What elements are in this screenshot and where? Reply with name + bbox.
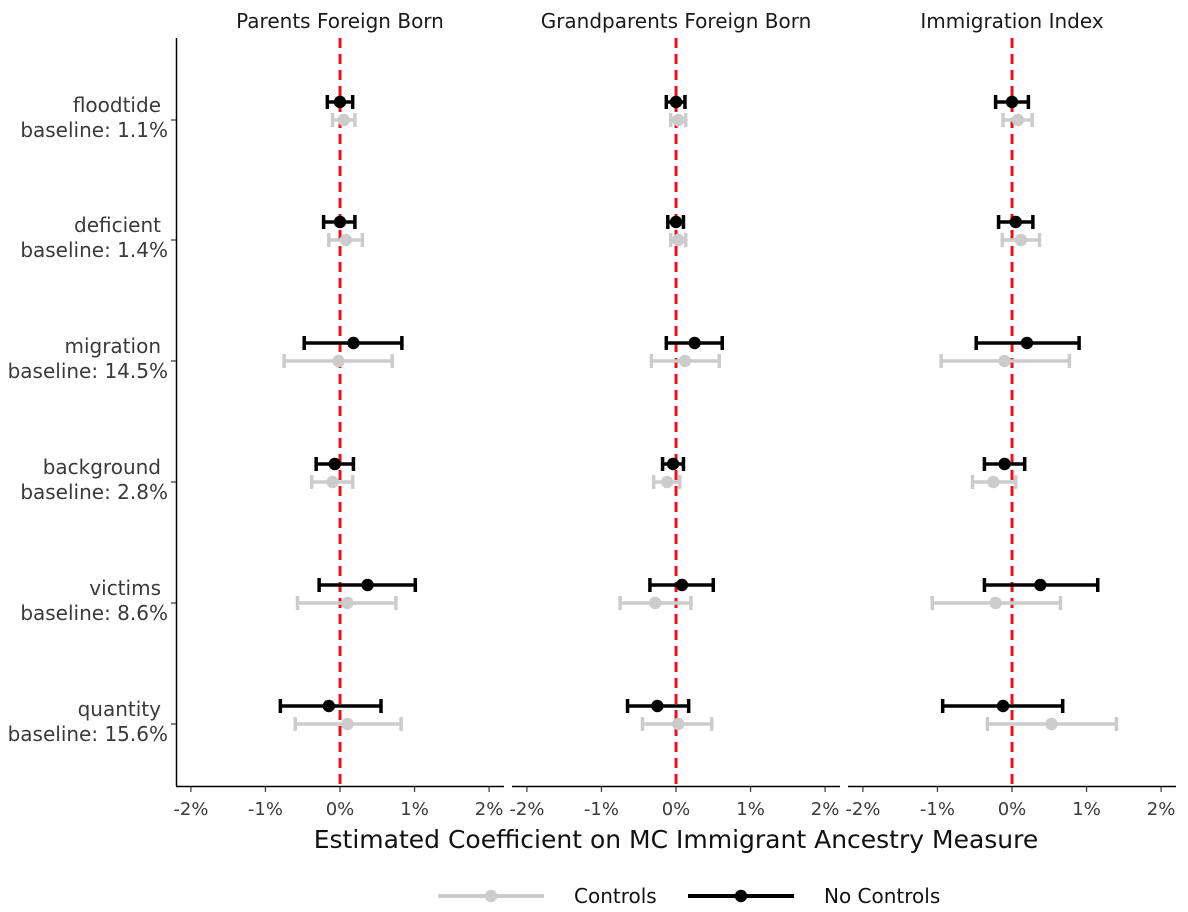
- facet-title: Parents Foreign Born: [236, 9, 444, 33]
- controls-point: [1011, 113, 1025, 127]
- reference-lines: [338, 38, 1014, 786]
- controls-point: [660, 475, 674, 489]
- controls-point: [672, 717, 685, 731]
- row-word-label: floodtide: [73, 93, 161, 117]
- no-controls-point: [651, 699, 664, 713]
- no-controls-point: [669, 215, 683, 229]
- controls-point: [339, 233, 353, 247]
- x-tick-label: 2%: [475, 799, 504, 820]
- row-word-label: quantity: [78, 697, 162, 721]
- x-tick-label: -2%: [509, 799, 544, 820]
- controls-point: [326, 475, 339, 489]
- no-controls-point: [1034, 578, 1047, 592]
- row-word-label: victims: [89, 576, 161, 600]
- row-baseline-label: baseline: 8.6%: [20, 601, 168, 625]
- no-controls-point: [688, 336, 701, 350]
- legend: Controls No Controls: [438, 884, 940, 908]
- controls-point: [672, 113, 685, 127]
- row-baseline-label: baseline: 1.4%: [20, 238, 168, 262]
- controls-point: [341, 717, 354, 731]
- no-controls-point: [669, 95, 683, 109]
- controls-point: [998, 354, 1011, 368]
- x-tick-label: 1%: [736, 799, 765, 820]
- controls-point: [648, 596, 662, 610]
- no-controls-point: [1005, 95, 1019, 109]
- x-tick-label: 0%: [662, 799, 691, 820]
- row-word-label: migration: [64, 334, 161, 358]
- no-controls-point: [361, 578, 374, 592]
- facet-title: Grandparents Foreign Born: [541, 9, 812, 33]
- x-tick-label: 2%: [811, 799, 840, 820]
- legend-no-controls-label: No Controls: [824, 884, 940, 908]
- no-controls-point: [328, 457, 341, 471]
- x-tick-label: 0%: [998, 799, 1027, 820]
- controls-point: [672, 233, 685, 247]
- controls-point: [1014, 233, 1028, 247]
- x-tick-label: 1%: [400, 799, 429, 820]
- facet-title: Immigration Index: [920, 9, 1103, 33]
- no-controls-point: [333, 215, 347, 229]
- row-baseline-label: baseline: 15.6%: [8, 722, 168, 746]
- no-controls-point: [675, 578, 689, 592]
- controls-point: [987, 475, 1000, 489]
- row-baseline-label: baseline: 14.5%: [8, 359, 168, 383]
- row-word-label: background: [43, 455, 161, 479]
- no-controls-point: [1009, 215, 1022, 229]
- no-controls-point: [998, 457, 1011, 471]
- no-controls-point: [1020, 336, 1034, 350]
- x-tick-label: 1%: [1072, 799, 1101, 820]
- legend-controls-point: [484, 889, 498, 903]
- legend-no-controls-point: [734, 889, 748, 903]
- x-tick-label: -1%: [920, 799, 955, 820]
- controls-point: [1045, 717, 1058, 731]
- x-tick-label: -1%: [584, 799, 619, 820]
- no-controls-point: [347, 336, 360, 350]
- x-tick-label: 2%: [1147, 799, 1176, 820]
- axes-layer: [171, 38, 1176, 792]
- no-controls-point: [666, 457, 680, 471]
- legend-controls-label: Controls: [574, 884, 657, 908]
- controls-point: [989, 596, 1002, 610]
- no-controls-point: [333, 95, 347, 109]
- x-tick-label: -1%: [248, 799, 283, 820]
- x-tick-label: -2%: [845, 799, 880, 820]
- controls-point: [678, 354, 692, 368]
- x-tick-label: 0%: [326, 799, 355, 820]
- row-word-label: deficient: [74, 213, 161, 237]
- row-baseline-label: baseline: 2.8%: [20, 480, 168, 504]
- data-layer: [278, 95, 1119, 731]
- x-axis-title: Estimated Coefficient on MC Immigrant An…: [314, 825, 1039, 854]
- controls-point: [332, 354, 345, 368]
- no-controls-point: [322, 699, 336, 713]
- no-controls-point: [996, 699, 1010, 713]
- row-baseline-label: baseline: 1.1%: [20, 118, 168, 142]
- controls-point: [341, 596, 354, 610]
- controls-point: [337, 113, 350, 127]
- x-tick-label: -2%: [173, 799, 208, 820]
